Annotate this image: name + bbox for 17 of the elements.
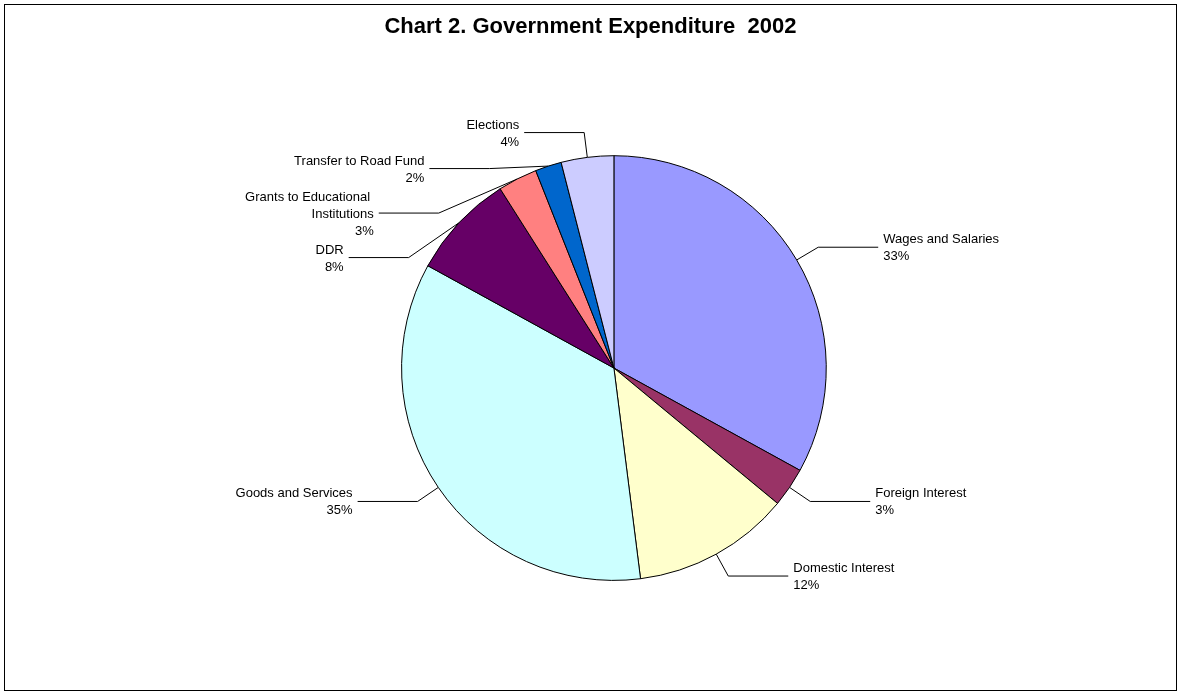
slice-label: Foreign Interest	[875, 485, 967, 501]
data-label: 3%	[875, 502, 895, 518]
slice-label: Wages and Salaries	[883, 231, 1000, 247]
slice-label: Transfer to Road Fund	[294, 152, 425, 168]
data-label: 8%	[324, 258, 345, 274]
slice-label: Elections	[466, 116, 520, 132]
data-label: 2%	[405, 169, 425, 185]
slice-label: DDR	[315, 241, 344, 257]
data-label: 12%	[793, 577, 820, 593]
data-label: 3%	[354, 222, 375, 238]
data-label: 33%	[883, 248, 910, 264]
data-label: 4%	[500, 133, 520, 149]
slice-label: Goods and Services	[235, 485, 354, 501]
slice-label: Domestic Interest	[793, 560, 895, 576]
chart-title: Chart 2. Government Expenditure 2002	[384, 12, 797, 38]
data-label: 35%	[326, 502, 354, 518]
slice-label: Grants to Educational Institutions	[245, 188, 375, 221]
